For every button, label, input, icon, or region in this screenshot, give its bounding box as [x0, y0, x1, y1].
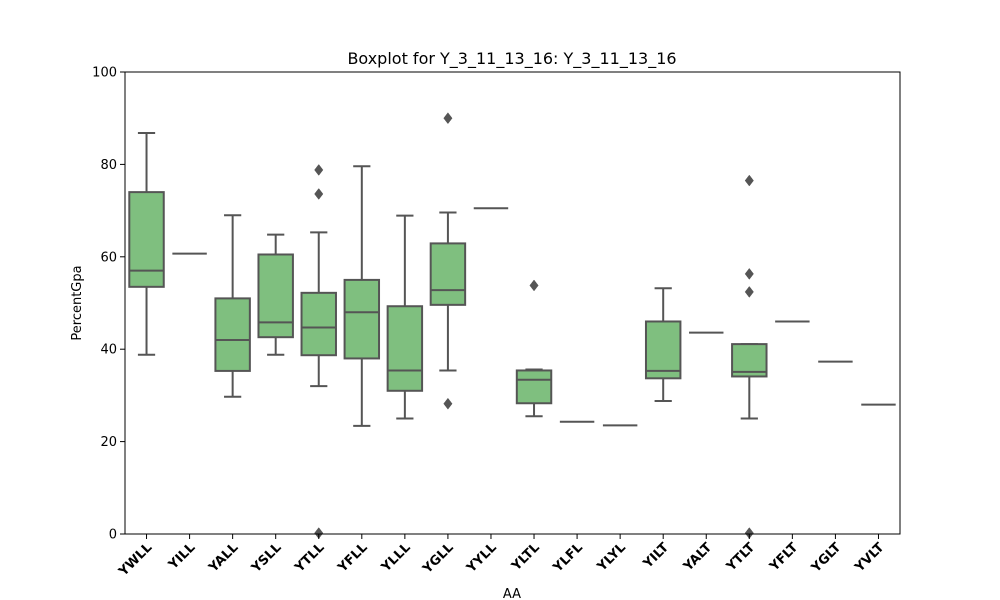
outlier-point [443, 397, 453, 410]
x-tick-label: YLFL [550, 540, 586, 576]
x-axis: YWLL YILL YALL YSLL YTLL YFLL YLLL YGLL YYLL YLTL… [116, 534, 888, 580]
x-tick-label: YWLL [116, 540, 156, 580]
x-tick-label: YILT [640, 540, 672, 572]
plot-area [128, 112, 896, 539]
x-tick-label: YYLL [463, 540, 499, 576]
x-tick-label: YGLT [808, 540, 844, 576]
box-ywll [128, 131, 165, 356]
outlier-point [314, 188, 324, 200]
x-tick-label: YFLL [335, 540, 371, 576]
x-tick-label: YALL [206, 540, 242, 576]
x-tick-label: YSLL [248, 540, 284, 576]
box-ygll [429, 112, 467, 410]
y-tick-label: 20 [100, 435, 117, 450]
x-axis-label: AA [503, 587, 521, 600]
outlier-point [443, 112, 453, 125]
outlier-point [529, 279, 539, 292]
box-ytlt [731, 174, 768, 539]
x-tick-label: YLLL [378, 540, 414, 576]
x-tick-label: YILL [165, 540, 198, 573]
iqr-box [644, 320, 682, 380]
y-tick-label: 80 [100, 158, 117, 173]
outlier-point [744, 174, 754, 187]
box-ysll [257, 233, 294, 356]
y-axis-label: PercentGpa [70, 265, 85, 340]
iqr-box [429, 242, 467, 306]
iqr-box [214, 297, 251, 372]
y-axis: 0 20 40 60 80 100 [92, 66, 125, 543]
box-yilt [644, 287, 682, 402]
outlier-point [744, 268, 754, 280]
y-tick-label: 0 [109, 528, 117, 543]
plot-frame [124, 71, 901, 535]
chart-title: Boxplot for Y_3_11_13_16: Y_3_11_13_16 [347, 49, 676, 69]
box-ylll [386, 214, 424, 420]
box-yltl [515, 279, 553, 418]
x-tick-label: YTLL [292, 540, 328, 576]
y-tick-label: 60 [100, 250, 117, 265]
y-tick-label: 40 [100, 343, 117, 358]
box-yall [214, 214, 251, 398]
x-tick-label: YTLT [723, 540, 758, 575]
x-tick-label: YGLL [420, 540, 457, 577]
box-ytll [300, 164, 337, 539]
iqr-box [300, 291, 337, 357]
x-tick-label: YVLT [852, 540, 888, 576]
x-tick-label: YLTL [508, 540, 542, 574]
outlier-point [744, 286, 754, 298]
outlier-point [314, 164, 324, 176]
iqr-box [128, 191, 165, 288]
x-tick-label: YFLT [766, 540, 801, 575]
iqr-box [257, 253, 294, 339]
iqr-box [343, 278, 381, 360]
x-tick-label: YALT [680, 540, 715, 575]
iqr-box [386, 305, 424, 392]
y-tick-label: 100 [92, 66, 117, 81]
x-tick-label: YLYL [594, 540, 629, 575]
iqr-box [515, 369, 553, 405]
box-yfll [343, 165, 381, 427]
